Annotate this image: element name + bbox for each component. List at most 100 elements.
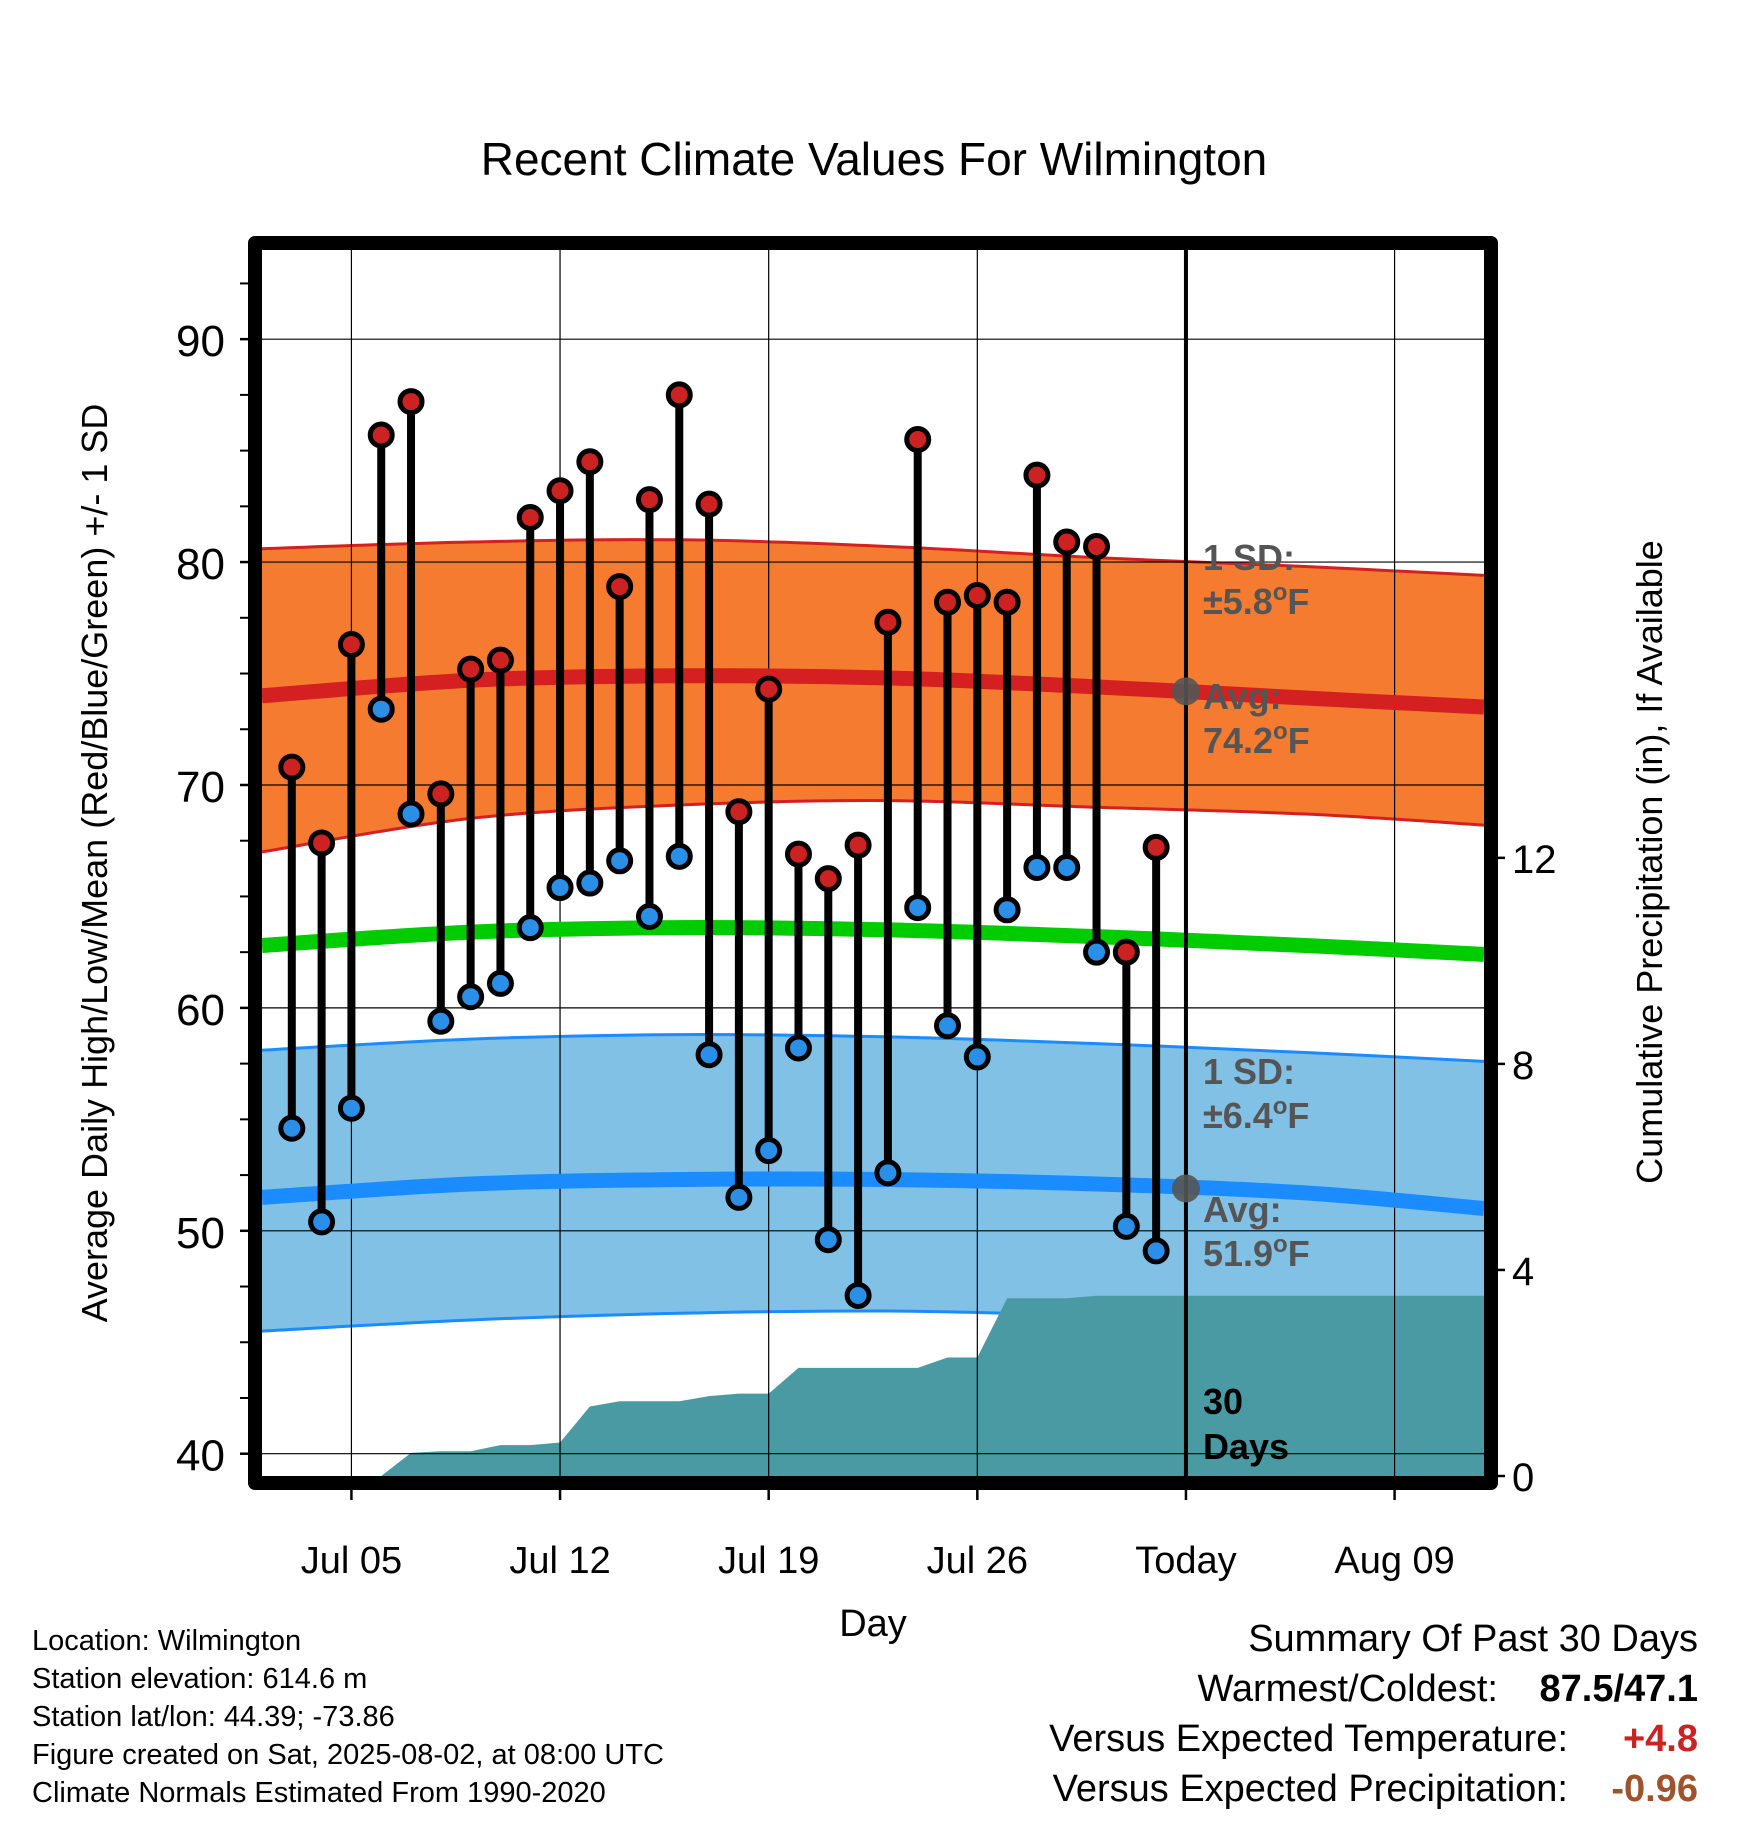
daily-high-point bbox=[367, 421, 395, 449]
daily-high-point bbox=[1053, 528, 1081, 556]
daily-high-point bbox=[1112, 938, 1140, 966]
daily-low-point bbox=[1053, 853, 1081, 881]
high-sd-band bbox=[262, 539, 1484, 852]
daily-low-point bbox=[1142, 1237, 1170, 1265]
daily-low-point bbox=[397, 800, 425, 828]
daily-high-point bbox=[963, 582, 991, 610]
footer-location: Location: Wilmington bbox=[32, 1625, 302, 1657]
y-axis-left: 40 50 60 70 80 90 Average Daily High/Low/Mean … bbox=[74, 282, 255, 1481]
daily-low-point bbox=[725, 1183, 753, 1211]
x-tick-label: Today bbox=[1135, 1540, 1236, 1582]
daily-low-point bbox=[665, 842, 693, 870]
y-tick-label: 90 bbox=[176, 317, 225, 366]
footer-elevation: Station elevation: 614.6 m bbox=[32, 1663, 368, 1695]
daily-high-point bbox=[486, 646, 514, 674]
y2-tick-label: 8 bbox=[1512, 1044, 1534, 1088]
daily-high-point bbox=[606, 573, 634, 601]
daily-low-point bbox=[963, 1043, 991, 1071]
y-tick-label: 50 bbox=[176, 1209, 225, 1258]
daily-high-point bbox=[814, 865, 842, 893]
daily-low-point bbox=[874, 1159, 902, 1187]
y2-axis-label: Cumulative Precipitation (in), If Availa… bbox=[1629, 540, 1670, 1184]
daily-high-point bbox=[278, 753, 306, 781]
high-sd-upper-line bbox=[262, 538, 1484, 577]
daily-stems bbox=[278, 381, 1170, 1309]
daily-high-point bbox=[337, 631, 365, 659]
daily-low-point bbox=[367, 695, 395, 723]
daily-low-point bbox=[934, 1012, 962, 1040]
today-low-avg-marker bbox=[1171, 1174, 1200, 1203]
summary-warmest-coldest-label: Warmest/Coldest: bbox=[1197, 1668, 1498, 1710]
chart-title: Recent Climate Values For Wilmington bbox=[480, 133, 1268, 185]
y2-tick-label: 12 bbox=[1512, 838, 1557, 882]
high-sd-label: 1 SD: bbox=[1203, 537, 1295, 578]
daily-low-point bbox=[427, 1007, 455, 1035]
summary-precip-label: Versus Expected Precipitation: bbox=[1052, 1768, 1568, 1810]
daily-high-point bbox=[695, 490, 723, 518]
daily-high-point bbox=[576, 448, 604, 476]
daily-low-point bbox=[516, 914, 544, 942]
daily-high-point bbox=[397, 388, 425, 416]
daily-high-point bbox=[934, 588, 962, 616]
daily-low-point bbox=[1083, 938, 1111, 966]
daily-high-point bbox=[1142, 833, 1170, 861]
low-sd-label: 1 SD: bbox=[1203, 1051, 1295, 1092]
daily-low-point bbox=[784, 1034, 812, 1062]
x-tick-label: Aug 09 bbox=[1334, 1540, 1454, 1582]
x-tick-label: Jul 19 bbox=[718, 1540, 819, 1582]
x-axis: Jul 05 Jul 12 Jul 19 Jul 26 Today Aug 09 Day bbox=[301, 1484, 1455, 1645]
daily-low-point bbox=[546, 874, 574, 902]
daily-low-point bbox=[695, 1041, 723, 1069]
daily-low-point bbox=[308, 1208, 336, 1236]
footer-normals: Climate Normals Estimated From 1990-2020 bbox=[32, 1777, 606, 1809]
summary-title: Summary Of Past 30 Days bbox=[1248, 1618, 1698, 1660]
daily-low-point bbox=[606, 847, 634, 875]
daily-high-point bbox=[1083, 532, 1111, 560]
low-sd-value: ±6.4oF bbox=[1203, 1093, 1309, 1136]
daily-high-point bbox=[427, 780, 455, 808]
daily-high-point bbox=[457, 655, 485, 683]
daily-high-point bbox=[874, 608, 902, 636]
high-sd-value: ±5.8oF bbox=[1203, 579, 1309, 622]
daily-high-point bbox=[725, 798, 753, 826]
window-label-days: Days bbox=[1203, 1426, 1289, 1467]
today-high-avg-marker bbox=[1171, 677, 1200, 706]
y-tick-label: 40 bbox=[176, 1432, 225, 1481]
daily-low-point bbox=[486, 969, 514, 997]
plot-frame bbox=[248, 236, 1498, 1490]
x-tick-label: Jul 26 bbox=[927, 1540, 1028, 1582]
summary-temp-value: +4.8 bbox=[1622, 1718, 1698, 1760]
low-avg-label: Avg: bbox=[1203, 1189, 1282, 1230]
footer-latlon: Station lat/lon: 44.39; -73.86 bbox=[32, 1701, 395, 1733]
daily-low-point bbox=[814, 1226, 842, 1254]
daily-low-point bbox=[993, 896, 1021, 924]
high-avg-label: Avg: bbox=[1203, 676, 1282, 717]
daily-high-point bbox=[755, 675, 783, 703]
y-axis-right: 0 4 8 12 Cumulative Precipitation (in), If A… bbox=[1491, 540, 1670, 1500]
y-tick-label: 80 bbox=[176, 540, 225, 589]
daily-low-point bbox=[635, 902, 663, 930]
daily-high-point bbox=[844, 831, 872, 859]
mean-avg-line bbox=[262, 920, 1484, 962]
high-avg-value: 74.2oF bbox=[1203, 718, 1310, 761]
daily-high-point bbox=[1023, 461, 1051, 489]
daily-low-point bbox=[755, 1137, 783, 1165]
daily-high-point bbox=[546, 477, 574, 505]
daily-low-point bbox=[576, 869, 604, 897]
summary-warmest-coldest-value: 87.5/47.1 bbox=[1539, 1668, 1698, 1710]
daily-low-point bbox=[1112, 1212, 1140, 1240]
y-tick-label: 70 bbox=[176, 763, 225, 812]
precip-area bbox=[262, 1295, 1484, 1476]
y-tick-label: 60 bbox=[176, 986, 225, 1035]
daily-low-point bbox=[278, 1114, 306, 1142]
daily-low-point bbox=[1023, 853, 1051, 881]
daily-high-point bbox=[904, 425, 932, 453]
y-axis-label: Average Daily High/Low/Mean (Red/Blue/Gr… bbox=[74, 404, 115, 1323]
y2-tick-label: 0 bbox=[1512, 1456, 1534, 1500]
daily-high-point bbox=[308, 829, 336, 857]
y2-tick-label: 4 bbox=[1512, 1250, 1534, 1294]
window-label: 30 bbox=[1203, 1381, 1243, 1422]
